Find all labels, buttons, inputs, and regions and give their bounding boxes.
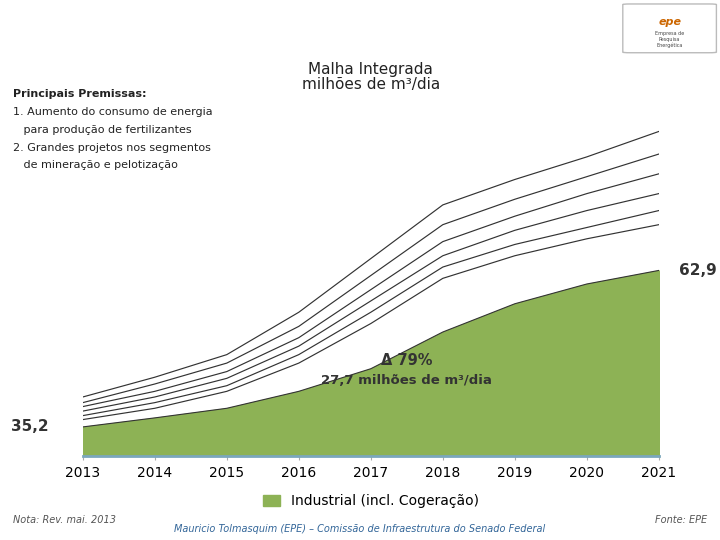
Text: epe: epe xyxy=(658,17,681,26)
Text: Mauricio Tolmasquim (EPE) – Comissão de Infraestrutura do Senado Federal: Mauricio Tolmasquim (EPE) – Comissão de … xyxy=(174,523,546,534)
Text: Nota: Rev. mai. 2013: Nota: Rev. mai. 2013 xyxy=(13,515,116,525)
FancyBboxPatch shape xyxy=(623,4,716,53)
Text: milhões de m³/dia: milhões de m³/dia xyxy=(302,77,440,92)
Text: para produção de fertilizantes: para produção de fertilizantes xyxy=(13,125,192,135)
Text: Δ 79%: Δ 79% xyxy=(381,353,433,368)
Text: 62,9: 62,9 xyxy=(679,263,716,278)
Text: Malha Integrada: Malha Integrada xyxy=(308,62,433,77)
Text: de mineração e pelotização: de mineração e pelotização xyxy=(13,160,178,171)
Text: 1. Aumento do consumo de energia: 1. Aumento do consumo de energia xyxy=(13,107,212,117)
Text: Principais Premissas:: Principais Premissas: xyxy=(13,89,146,99)
Text: 27,7 milhões de m³/dia: 27,7 milhões de m³/dia xyxy=(321,374,492,387)
Text: 35,2: 35,2 xyxy=(12,420,49,434)
Text: 2. Grandes projetos nos segmentos: 2. Grandes projetos nos segmentos xyxy=(13,143,211,153)
Text: Empresa de
Pesquisa
Energética: Empresa de Pesquisa Energética xyxy=(655,31,684,48)
Text: DEMANDA DO SETOR INDUSTRIAL: DEMANDA DO SETOR INDUSTRIAL xyxy=(78,16,526,40)
Legend: Industrial (incl. Cogeração): Industrial (incl. Cogeração) xyxy=(257,489,485,514)
Text: Fonte: EPE: Fonte: EPE xyxy=(655,515,707,525)
